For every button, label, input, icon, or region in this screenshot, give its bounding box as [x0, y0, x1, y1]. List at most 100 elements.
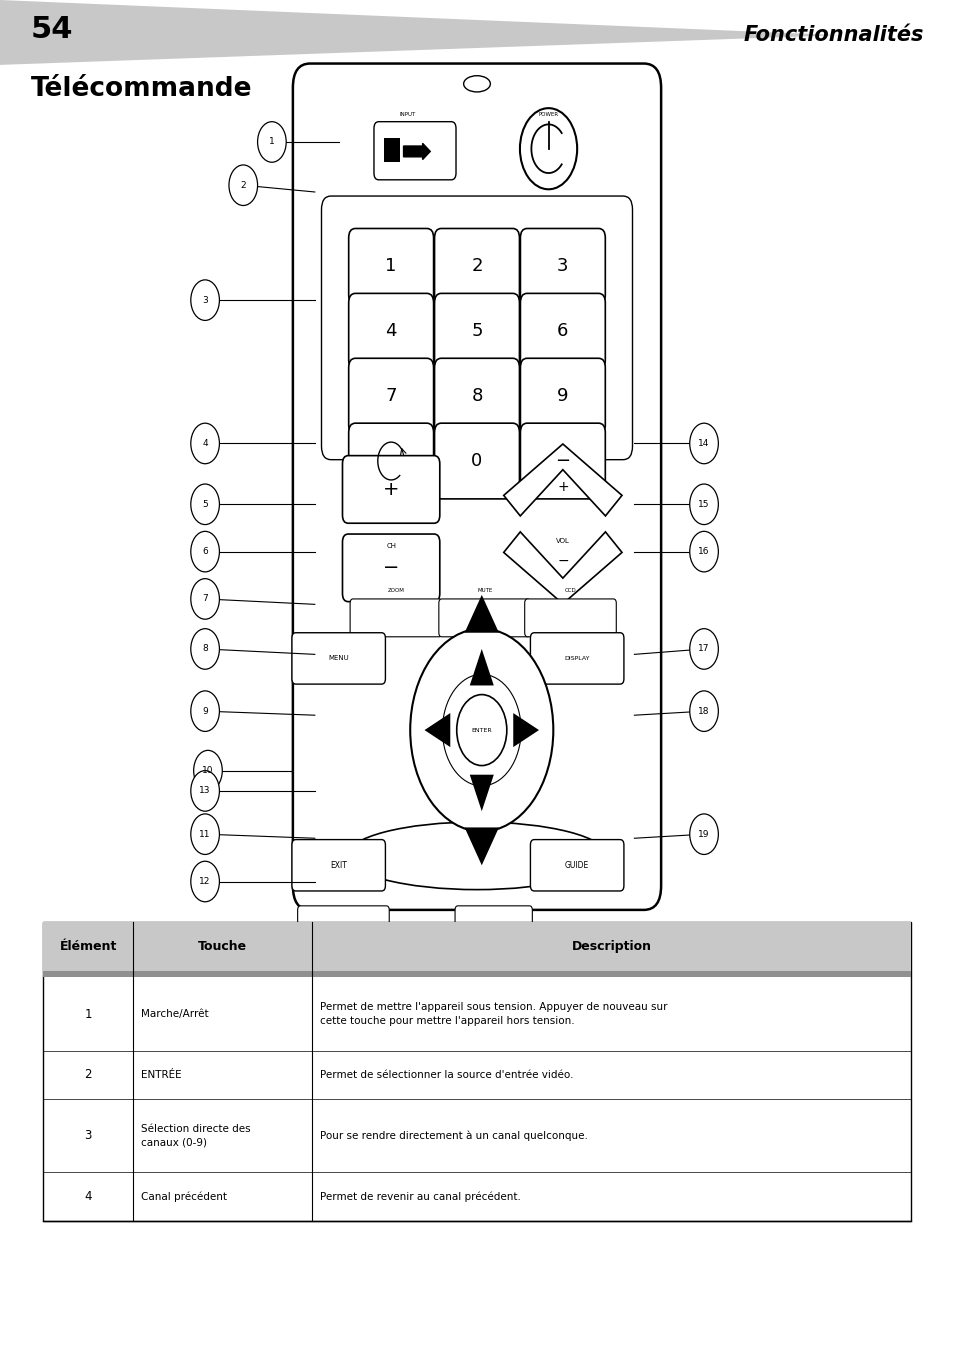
Text: 3: 3 — [84, 1129, 91, 1142]
FancyBboxPatch shape — [435, 293, 518, 369]
Polygon shape — [464, 595, 498, 633]
Polygon shape — [469, 775, 494, 811]
Polygon shape — [424, 713, 450, 748]
FancyBboxPatch shape — [435, 423, 518, 499]
Text: 17: 17 — [698, 645, 709, 653]
Text: MENU: MENU — [328, 656, 349, 661]
Text: Pour se rendre directement à un canal quelconque.: Pour se rendre directement à un canal qu… — [319, 1130, 587, 1141]
FancyBboxPatch shape — [342, 534, 439, 602]
Text: Élément: Élément — [59, 940, 116, 953]
FancyBboxPatch shape — [342, 456, 439, 523]
Circle shape — [193, 750, 222, 791]
Text: DISPLAY: DISPLAY — [564, 656, 589, 661]
Text: 7: 7 — [202, 595, 208, 603]
Circle shape — [689, 691, 718, 731]
Circle shape — [519, 108, 577, 189]
Text: Permet de mettre l'appareil sous tension. Appuyer de nouveau sur
cette touche po: Permet de mettre l'appareil sous tension… — [319, 1002, 666, 1026]
Circle shape — [191, 861, 219, 902]
FancyBboxPatch shape — [349, 228, 433, 304]
Polygon shape — [0, 0, 839, 65]
Text: INPUT: INPUT — [398, 112, 416, 118]
Text: Sélection directe des
canaux (0-9): Sélection directe des canaux (0-9) — [141, 1124, 251, 1148]
Polygon shape — [469, 649, 494, 685]
Circle shape — [456, 695, 506, 765]
Text: 2: 2 — [240, 181, 246, 189]
FancyBboxPatch shape — [374, 122, 456, 180]
Text: MUTE: MUTE — [476, 588, 492, 594]
FancyBboxPatch shape — [520, 293, 604, 369]
Text: 4: 4 — [385, 322, 396, 341]
Text: −: − — [555, 452, 570, 470]
Text: Description: Description — [571, 940, 651, 953]
Circle shape — [689, 629, 718, 669]
Text: PICTURE: PICTURE — [332, 922, 355, 927]
Text: 9: 9 — [202, 707, 208, 715]
Circle shape — [191, 423, 219, 464]
Text: −: − — [382, 558, 399, 577]
Circle shape — [257, 122, 286, 162]
Bar — [384, 138, 399, 162]
Text: Fonctionnalités: Fonctionnalités — [742, 26, 923, 45]
Circle shape — [689, 814, 718, 854]
Text: 16: 16 — [698, 548, 709, 556]
FancyBboxPatch shape — [520, 228, 604, 304]
Circle shape — [410, 629, 553, 831]
Circle shape — [442, 675, 520, 786]
Text: 54: 54 — [30, 15, 73, 45]
Polygon shape — [503, 531, 621, 604]
FancyBboxPatch shape — [350, 599, 441, 637]
FancyBboxPatch shape — [321, 196, 632, 460]
Circle shape — [689, 531, 718, 572]
Text: 11: 11 — [199, 830, 211, 838]
Circle shape — [191, 484, 219, 525]
Circle shape — [689, 423, 718, 464]
Circle shape — [191, 629, 219, 669]
Text: Permet de revenir au canal précédent.: Permet de revenir au canal précédent. — [319, 1191, 520, 1202]
Text: 14: 14 — [698, 439, 709, 448]
Text: Permet de sélectionner la source d'entrée vidéo.: Permet de sélectionner la source d'entré… — [319, 1069, 573, 1080]
Text: 1: 1 — [84, 1007, 91, 1021]
Polygon shape — [464, 827, 498, 865]
Text: 6: 6 — [557, 322, 568, 341]
Text: 1: 1 — [269, 138, 274, 146]
Polygon shape — [513, 713, 538, 748]
FancyBboxPatch shape — [435, 358, 518, 434]
FancyBboxPatch shape — [292, 840, 385, 891]
FancyBboxPatch shape — [292, 633, 385, 684]
Bar — [43, 971, 910, 977]
Text: 19: 19 — [698, 830, 709, 838]
FancyBboxPatch shape — [349, 423, 433, 499]
FancyBboxPatch shape — [530, 840, 623, 891]
FancyBboxPatch shape — [293, 64, 660, 910]
FancyBboxPatch shape — [455, 906, 532, 945]
Text: 8: 8 — [471, 387, 482, 406]
Polygon shape — [503, 443, 621, 516]
Circle shape — [229, 165, 257, 206]
Text: +: + — [382, 480, 399, 499]
FancyBboxPatch shape — [520, 423, 604, 499]
FancyBboxPatch shape — [520, 358, 604, 434]
Text: 8: 8 — [202, 645, 208, 653]
Text: 12: 12 — [199, 877, 211, 886]
Bar — [43, 922, 910, 1221]
Text: VOL: VOL — [556, 538, 569, 544]
Text: 3: 3 — [557, 257, 568, 276]
Text: SLEEP: SLEEP — [485, 922, 502, 927]
Text: ZOOM: ZOOM — [387, 588, 404, 594]
Text: 5: 5 — [202, 500, 208, 508]
Text: 2: 2 — [84, 1068, 91, 1082]
Ellipse shape — [347, 822, 607, 890]
Text: Marche/Arrêt: Marche/Arrêt — [141, 1009, 209, 1019]
Circle shape — [191, 771, 219, 811]
Text: 7: 7 — [385, 387, 396, 406]
Text: 5: 5 — [471, 322, 482, 341]
Text: 10: 10 — [202, 767, 213, 775]
Text: 1: 1 — [385, 257, 396, 276]
Text: 13: 13 — [199, 787, 211, 795]
Text: 0: 0 — [471, 452, 482, 470]
Text: 15: 15 — [698, 500, 709, 508]
Text: CH: CH — [386, 544, 395, 549]
FancyBboxPatch shape — [349, 358, 433, 434]
FancyBboxPatch shape — [297, 906, 389, 945]
Text: 4: 4 — [84, 1190, 91, 1203]
